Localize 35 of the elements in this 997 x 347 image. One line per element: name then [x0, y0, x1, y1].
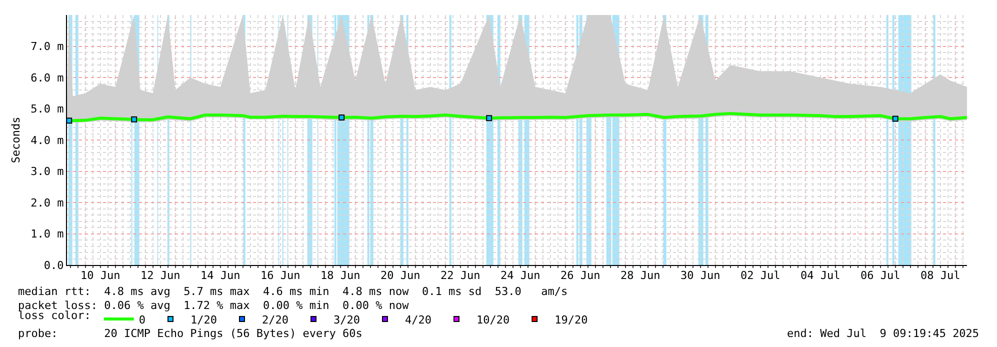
x-tick-label: 26 Jun	[560, 269, 600, 282]
y-tick-label: 0.0	[44, 258, 64, 272]
legend-label: 2/20	[262, 313, 288, 326]
y-tick-label: 5.0 m	[30, 102, 64, 116]
y-tick-label: 7.0 m	[30, 40, 64, 54]
y-tick-label: 4.0 m	[30, 134, 64, 147]
x-tick-label: 04 Jul	[800, 269, 840, 282]
y-tick-label: 1.0 m	[30, 228, 64, 241]
y-axis-title: Seconds	[9, 116, 22, 164]
x-tick-label: 08 Jul	[920, 269, 960, 282]
x-tick-label: 20 Jun	[380, 269, 420, 282]
x-tick-label: 14 Jun	[200, 269, 240, 282]
x-tick-label: 02 Jul	[740, 269, 780, 282]
x-tick-label: 24 Jun	[500, 269, 540, 282]
legend-label: 10/20	[476, 313, 510, 326]
text: packet loss: 0.06 % avg 1.72 % max 0.00 % min 0.00 % now	[18, 299, 410, 312]
x-tick-label: 22 Jun	[440, 269, 480, 282]
text: probe: 20 ICMP Echo Pings (56 Bytes) every 60s	[18, 327, 362, 340]
x-tick-label: 10 Jun	[80, 269, 120, 282]
x-tick-label: 28 Jun	[620, 269, 660, 282]
legend-label: 1/20	[190, 313, 217, 326]
x-tick-label: 06 Jul	[860, 269, 900, 282]
x-tick-label: 30 Jun	[680, 269, 720, 282]
x-tick-label: 16 Jun	[260, 269, 300, 282]
y-tick-label: 3.0 m	[30, 165, 64, 178]
legend-label: 0	[138, 313, 146, 326]
x-tick-label: 12 Jun	[140, 269, 180, 282]
legend-label: 19/20	[554, 313, 588, 326]
legend-label: 3/20	[333, 313, 360, 326]
text: end: Wed Jul 9 09:19:45 2025	[787, 327, 980, 340]
y-tick-label: 6.0 m	[30, 71, 64, 84]
text: median rtt: 4.8 ms avg 5.7 ms max 4.6 ms min 4.8 ms now 0.1 ms sd 53.0 am/s	[18, 285, 568, 298]
legend-label: 4/20	[404, 313, 432, 326]
y-tick-label: 2.0 m	[30, 196, 64, 210]
x-tick-label: 18 Jun	[320, 269, 360, 282]
